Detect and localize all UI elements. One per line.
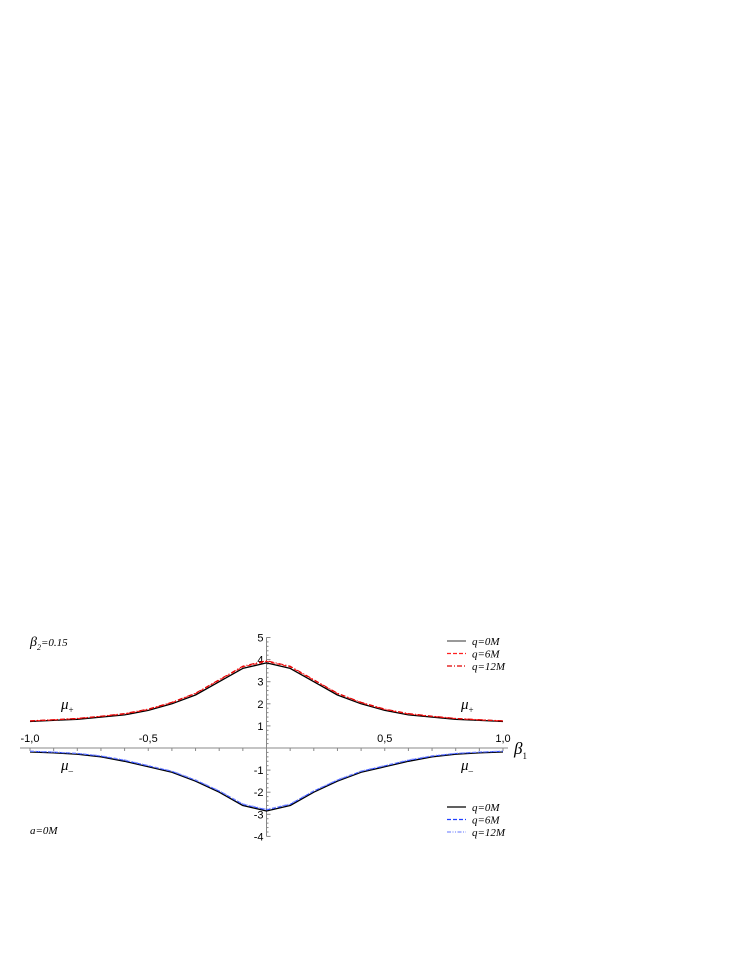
labels: β2=0.15 a=0M μ+ μ+ μ– μ– β1 — [29, 635, 527, 837]
beta2-annotation: β2=0.15 — [29, 635, 68, 652]
y-tick-label: -1 — [254, 765, 264, 777]
series-line-mu-plus-q-6m — [29, 660, 504, 722]
series-line-mu-minus-q-12m — [29, 750, 504, 810]
legend-label: q=0M — [472, 802, 500, 814]
y-tick-label: -4 — [254, 831, 264, 843]
mu-plus-label-right: μ+ — [460, 697, 474, 715]
mu-plus-label-left: μ+ — [60, 697, 74, 715]
y-tick-label: -2 — [254, 787, 264, 799]
legend-label: q=12M — [472, 827, 506, 839]
series-line-mu-plus-q-12m — [29, 660, 504, 722]
y-tick-label: 5 — [257, 633, 263, 645]
x-tick-label: -1,0 — [21, 733, 40, 745]
legend-label: q=6M — [472, 815, 500, 827]
x-tick-label: 1,0 — [495, 733, 510, 745]
y-tick-label: 3 — [257, 677, 263, 689]
x-tick-label: -0,5 — [139, 733, 158, 745]
curves — [29, 660, 504, 812]
series-line-mu-minus-q-0m — [29, 751, 504, 812]
legend-label: q=6M — [472, 649, 500, 661]
y-tick-label: 1 — [257, 721, 263, 733]
a-annotation: a=0M — [30, 825, 58, 837]
mu-minus-label-left: μ– — [60, 758, 74, 776]
series-line-mu-plus-q-0m — [29, 662, 504, 723]
x-tick-label: 0,5 — [377, 733, 392, 745]
legend-label: q=0M — [472, 636, 500, 648]
mu-minus-label-right: μ– — [460, 758, 474, 776]
x-axis-label: β1 — [513, 739, 527, 761]
y-tick-label: 4 — [257, 655, 263, 667]
axes: -1,0 -0,5 0,5 1,0 5 4 3 2 1 -1 -2 -3 -4 — [20, 633, 511, 843]
y-tick-label: -3 — [254, 809, 264, 821]
y-tick-label: 2 — [257, 699, 263, 711]
legend-label: q=12M — [472, 661, 506, 673]
